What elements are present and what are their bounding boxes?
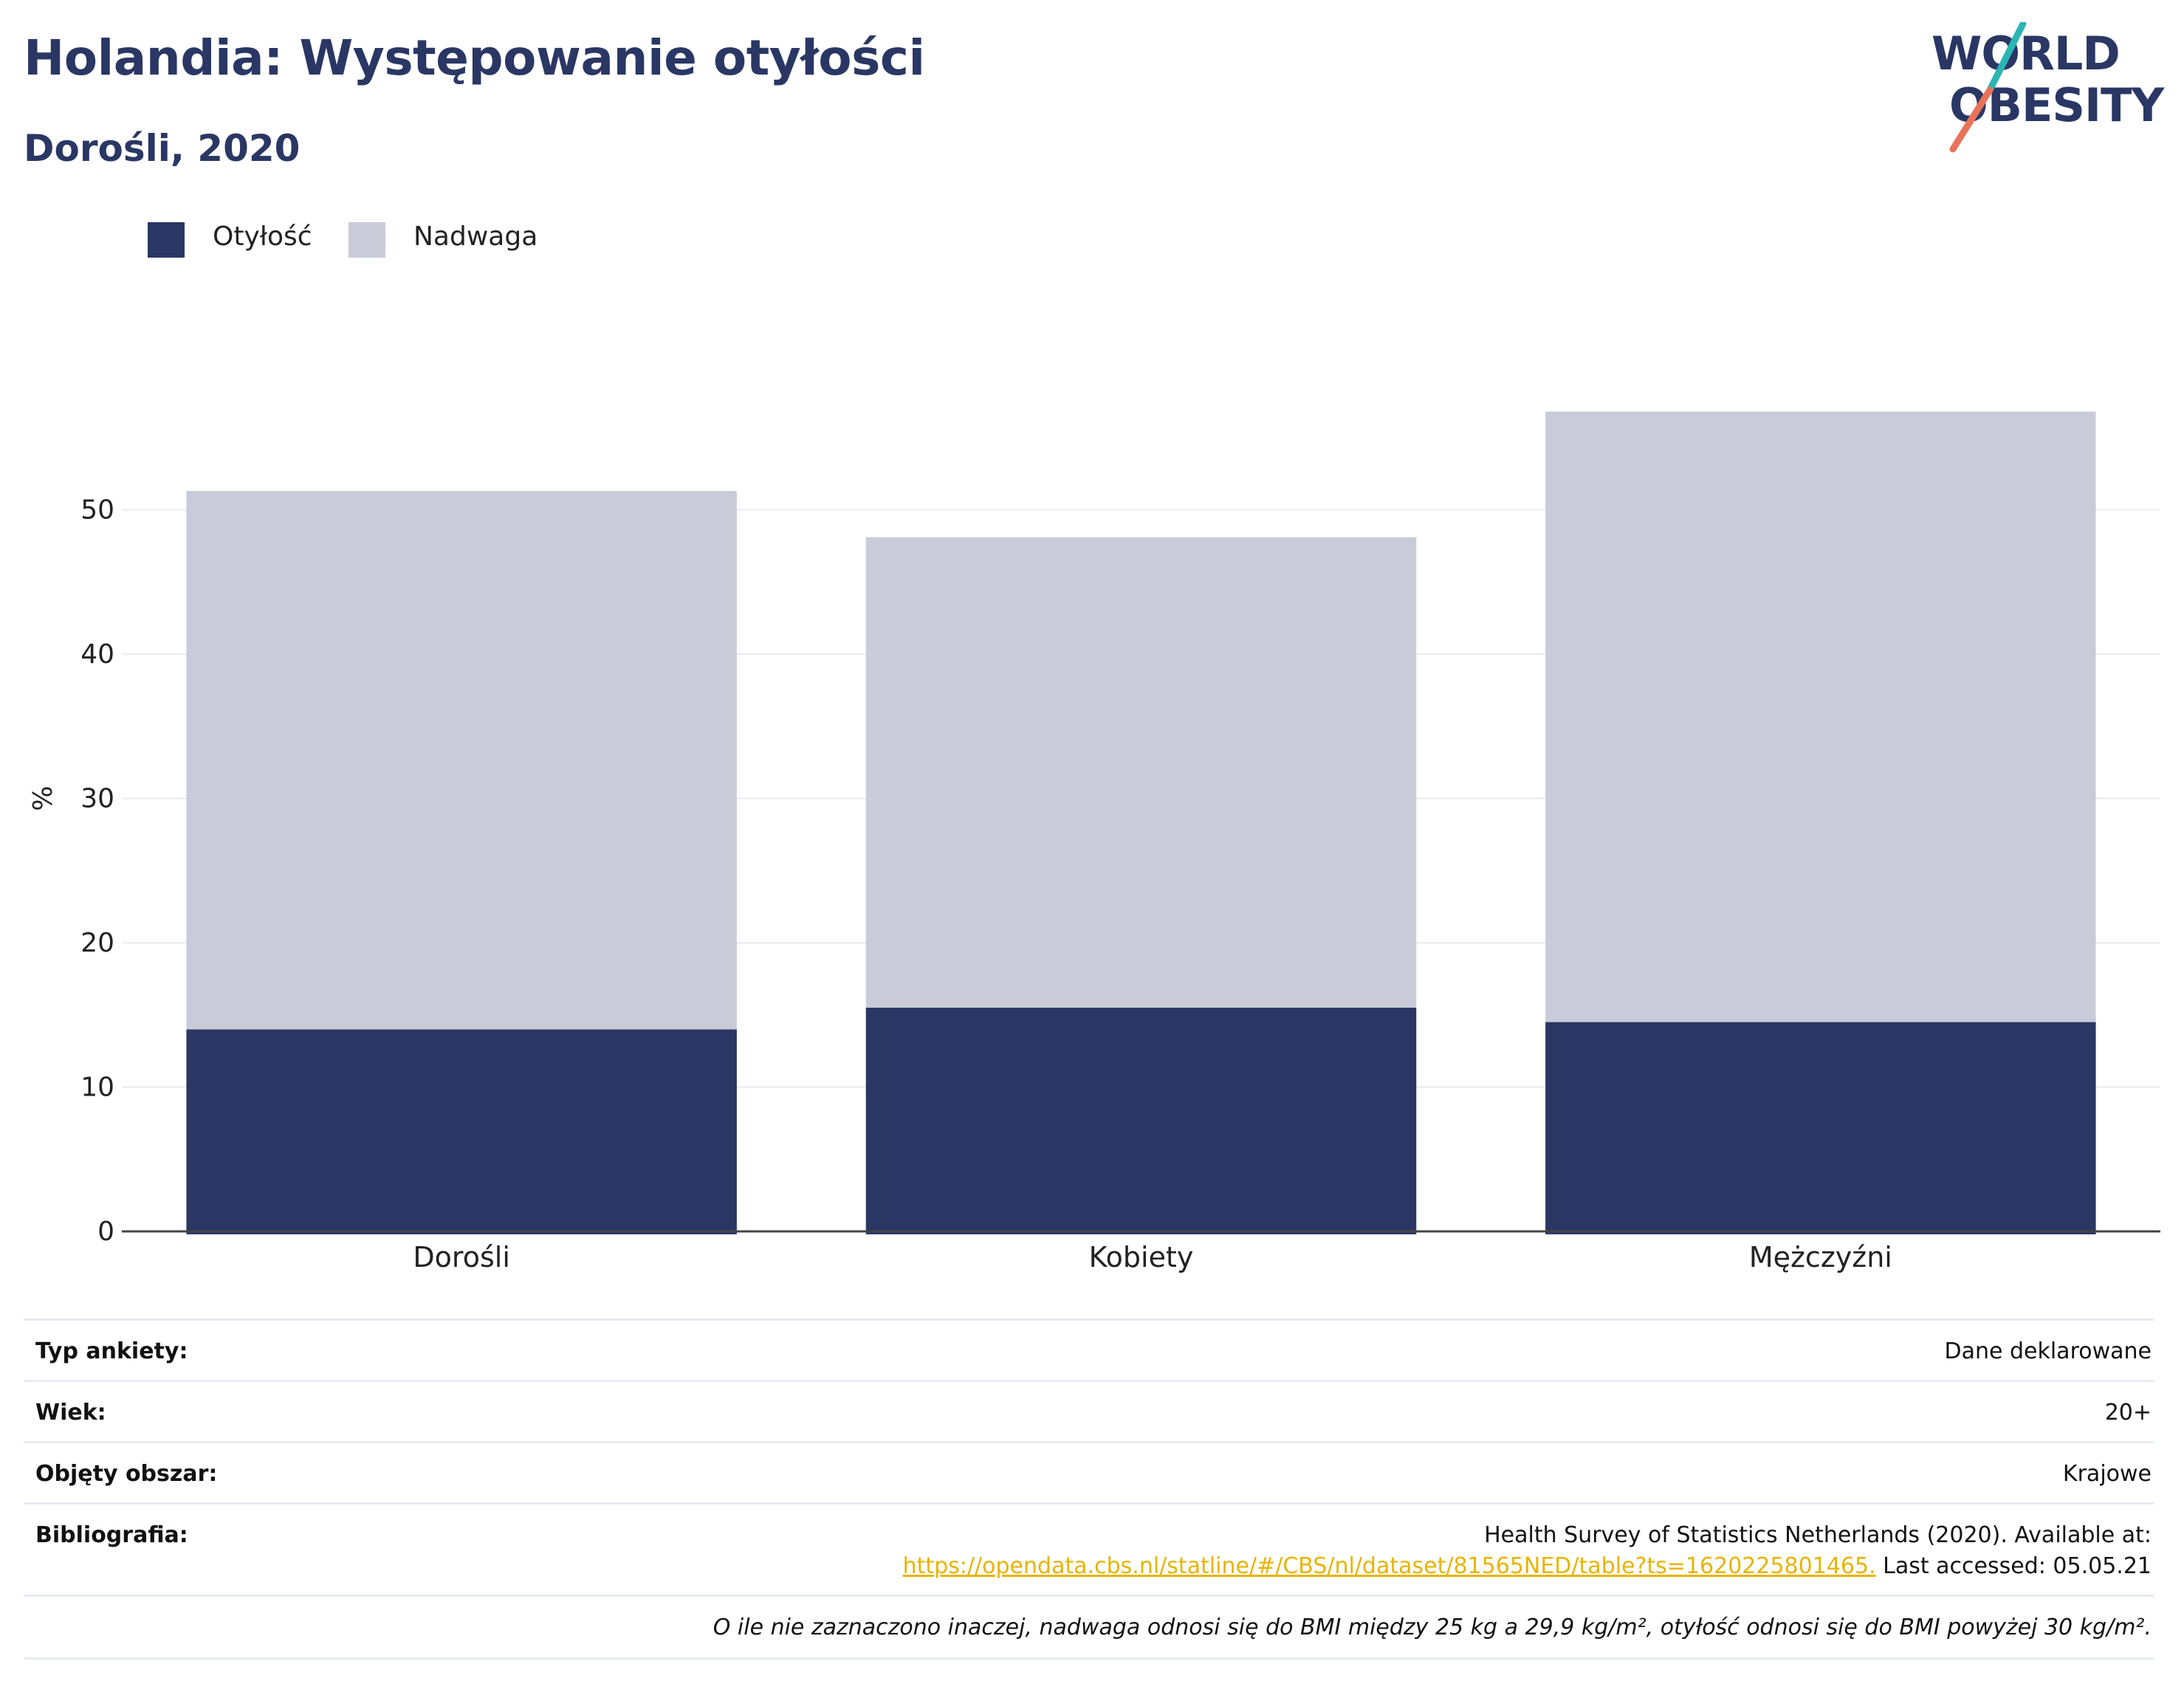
- bar-obesity: [1545, 1022, 2096, 1234]
- definition-note: O ile nie zaznaczono inaczej, nadwaga od…: [712, 1615, 2152, 1640]
- stacked-bar-chart: 0 10 20 30 40 50% Dorośli Kobiety Mężczyźni: [28, 411, 2160, 1273]
- info-value-survey-type: Dane deklarowane: [1944, 1338, 2152, 1364]
- info-key-area: Objęty obszar:: [35, 1461, 218, 1487]
- y-tick-label: 20: [80, 928, 114, 958]
- legend-label-overweight: Nadwaga: [413, 221, 538, 252]
- info-table: Typ ankiety: Dane deklarowane Wiek: 20+ …: [24, 1318, 2154, 1660]
- info-key-age: Wiek:: [35, 1400, 106, 1426]
- info-key-bibliography: Bibliografia:: [35, 1522, 188, 1548]
- info-value-age: 20+: [2104, 1400, 2152, 1426]
- x-tick-label: Mężczyźni: [1749, 1241, 1892, 1273]
- info-row-area: Objęty obszar: Krajowe: [24, 1441, 2154, 1502]
- info-value-bibliography-line2: https://opendata.cbs.nl/statline/#/CBS/n…: [903, 1553, 2152, 1579]
- y-tick-label: 10: [80, 1073, 114, 1103]
- svg-text:OBESITY: OBESITY: [1949, 78, 2165, 132]
- chart-title: Holandia: Występowanie otyłości: [24, 30, 925, 86]
- info-key-survey-type: Typ ankiety:: [35, 1338, 188, 1364]
- bar-overweight: [186, 491, 737, 1030]
- x-tick-label: Kobiety: [1089, 1241, 1194, 1273]
- bar-obesity: [186, 1029, 737, 1234]
- x-tick-label: Dorośli: [413, 1241, 509, 1273]
- bar-overweight: [865, 537, 1417, 1008]
- y-tick-label: 30: [80, 784, 114, 814]
- legend-swatch-obesity: [148, 222, 185, 258]
- info-row-note: O ile nie zaznaczono inaczej, nadwaga od…: [24, 1595, 2154, 1657]
- info-value-bibliography-line1: Health Survey of Statistics Netherlands …: [1484, 1522, 2152, 1548]
- svg-text:WORLD: WORLD: [1931, 27, 2120, 80]
- bibliography-link[interactable]: https://opendata.cbs.nl/statline/#/CBS/n…: [902, 1553, 1876, 1579]
- info-row-bibliography: Bibliografia: Health Survey of Statistic…: [24, 1502, 2154, 1595]
- info-table-bottom-rule: [24, 1657, 2154, 1660]
- info-row-age: Wiek: 20+: [24, 1380, 2154, 1441]
- y-axis-label: %: [28, 785, 58, 811]
- bar-overweight: [1545, 411, 2096, 1022]
- chart-subtitle: Dorośli, 2020: [24, 127, 301, 170]
- bibliography-accessed: Last accessed: 05.05.21: [1875, 1553, 2152, 1579]
- info-value-area: Krajowe: [2062, 1461, 2152, 1487]
- legend-label-obesity: Otyłość: [213, 221, 312, 252]
- y-tick-label: 40: [80, 639, 114, 670]
- y-tick-label: 50: [80, 495, 114, 526]
- bar-obesity: [865, 1007, 1417, 1234]
- info-row-survey-type: Typ ankiety: Dane deklarowane: [24, 1318, 2154, 1380]
- legend-swatch-overweight: [348, 222, 385, 258]
- world-obesity-logo: WORLD OBESITY: [1920, 20, 2171, 155]
- y-tick-label: 0: [97, 1217, 114, 1247]
